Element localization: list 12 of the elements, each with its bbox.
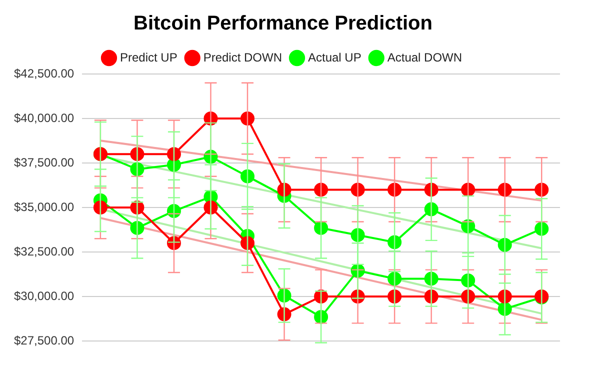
chart-title: Bitcoin Performance Prediction <box>134 12 432 35</box>
legend-label: Predict UP <box>120 50 178 64</box>
y-tick-label: $42,500.00 <box>14 66 74 80</box>
y-tick-label: $30,000.00 <box>14 288 74 303</box>
y-tick-label: $35,000.00 <box>14 200 74 214</box>
y-tick-label: $37,500.00 <box>14 155 74 170</box>
legend-label: Predict DOWN <box>203 50 282 64</box>
y-tick-label: $27,500.00 <box>14 333 74 348</box>
y-tick-label: $32,500.00 <box>14 244 74 258</box>
y-tick-label: $40,000.00 <box>14 110 74 125</box>
legend-label: Actual DOWN <box>387 50 462 64</box>
legend-label: Actual UP <box>308 50 362 64</box>
